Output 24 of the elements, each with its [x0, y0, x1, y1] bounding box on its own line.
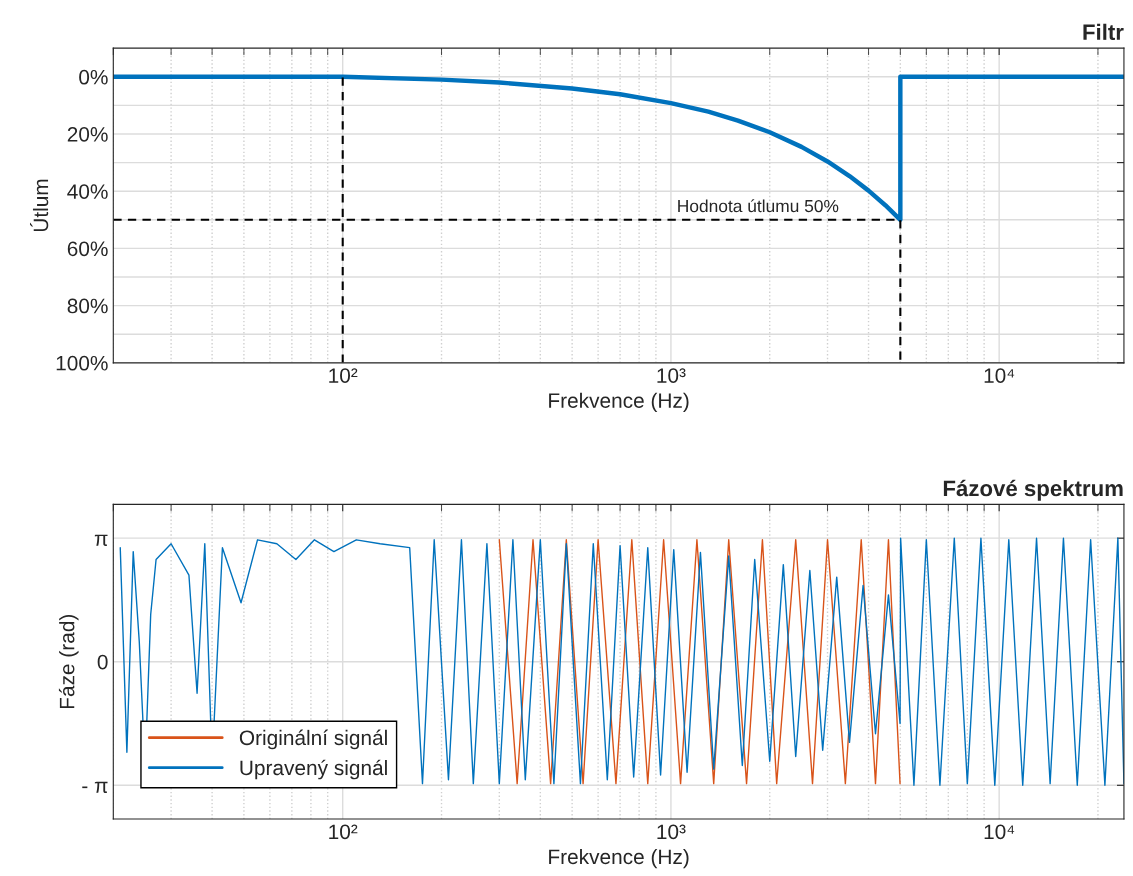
- x-axis-title: Frekvence (Hz): [549, 392, 689, 413]
- y-axis-title: Útlum: [29, 179, 49, 232]
- y-tick-label: 100%: [56, 355, 108, 371]
- y-tick-label: 60%: [67, 241, 108, 257]
- y-tick-label: 20%: [67, 126, 108, 142]
- chart-title: Filtr: [1083, 23, 1124, 41]
- y-tick-label: - π: [82, 781, 108, 794]
- y-tick-label: 0: [97, 654, 108, 670]
- legend-label: Upravený signál: [240, 759, 387, 780]
- x-tick-label: 10³: [657, 824, 686, 840]
- annotation: Hodnota útlumu 50%: [678, 199, 839, 213]
- y-tick-label: π: [94, 534, 108, 546]
- x-tick-label: 10⁴: [984, 824, 1015, 840]
- x-tick-label: 10²: [329, 824, 358, 840]
- y-axis-title: Fáze (rad): [58, 614, 79, 709]
- y-tick-label: 0%: [79, 69, 108, 85]
- chart-title: Fázové spektrum: [943, 479, 1123, 501]
- legend-label: Originální signál: [239, 729, 387, 750]
- y-tick-label: 40%: [67, 184, 108, 199]
- x-tick-label: 10²: [329, 368, 358, 383]
- y-tick-label: 80%: [67, 298, 108, 314]
- x-tick-label: 10³: [657, 368, 686, 383]
- x-axis-title: Frekvence (Hz): [549, 848, 689, 869]
- x-tick-label: 10⁴: [984, 368, 1015, 383]
